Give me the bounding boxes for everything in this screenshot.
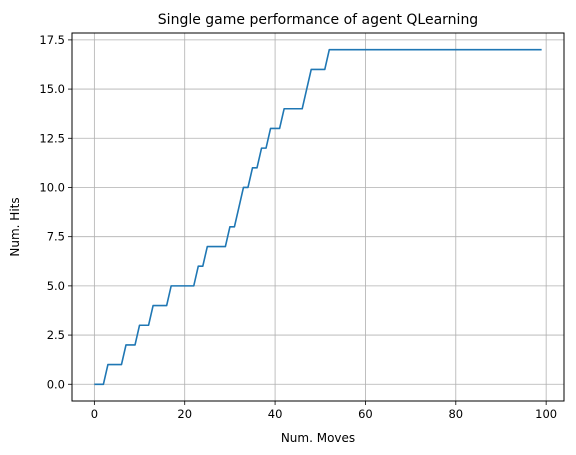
x-tick-label: 60 bbox=[358, 407, 373, 421]
x-tick-label: 100 bbox=[535, 407, 557, 421]
y-axis: 0.0 2.5 5.0 7.5 10.0 12.5 15.0 17.5 bbox=[39, 33, 72, 391]
series-group bbox=[94, 48, 542, 386]
series-line bbox=[94, 48, 542, 386]
x-axis: 0 20 40 60 80 100 bbox=[91, 401, 557, 421]
y-tick-label: 12.5 bbox=[39, 131, 65, 145]
y-tick-label: 7.5 bbox=[47, 230, 65, 244]
y-tick-label: 2.5 bbox=[47, 328, 65, 342]
y-axis-label: Num. Hits bbox=[8, 197, 22, 256]
x-tick-label: 20 bbox=[177, 407, 192, 421]
y-tick-label: 10.0 bbox=[39, 180, 65, 194]
x-axis-label: Num. Moves bbox=[281, 431, 355, 445]
x-tick-label: 0 bbox=[91, 407, 98, 421]
y-tick-label: 5.0 bbox=[47, 279, 65, 293]
x-tick-label: 40 bbox=[268, 407, 283, 421]
y-tick-label: 15.0 bbox=[39, 82, 65, 96]
y-tick-label: 17.5 bbox=[39, 33, 65, 47]
y-tick-label: 0.0 bbox=[47, 377, 65, 391]
plot-frame bbox=[71, 32, 565, 402]
grid bbox=[72, 33, 564, 401]
chart-title: Single game performance of agent QLearni… bbox=[158, 12, 478, 28]
x-tick-label: 80 bbox=[448, 407, 463, 421]
